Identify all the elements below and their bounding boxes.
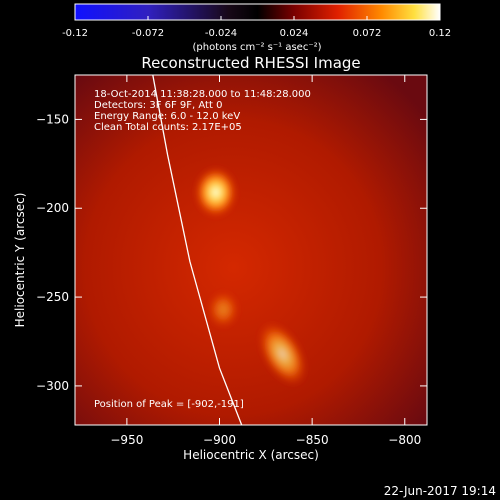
x-tick-label: −950 — [110, 433, 143, 447]
observation-info: 18-Oct-2014 11:38:28.000 to 11:48:28.000… — [94, 89, 311, 133]
y-tick-label: −300 — [36, 379, 69, 393]
colorbar-tick-label: -0.072 — [132, 28, 164, 39]
xray-source — [206, 289, 241, 330]
colorbar-tick-label: 0.072 — [353, 28, 382, 39]
x-axis-label: Heliocentric X (arcsec) — [183, 448, 319, 462]
plot-timestamp: 22-Jun-2017 19:14 — [384, 484, 496, 498]
colorbar-tick-label: 0.12 — [429, 28, 451, 39]
colorbar-ticks: -0.12 -0.072 -0.024 0.024 0.072 0.12 — [62, 16, 451, 39]
chart-title: Reconstructed RHESSI Image — [141, 54, 360, 72]
y-axis-label: Heliocentric Y (arcsec) — [13, 193, 27, 328]
colorbar-tick-label: -0.024 — [205, 28, 237, 39]
info-line: Clean Total counts: 2.17E+05 — [94, 122, 242, 133]
axis-ticks: −950 −900 −850 −800 −150 −200 −250 −300 — [36, 75, 427, 447]
peak-position-text: Position of Peak = [-902,-191] — [94, 399, 244, 410]
info-line: 18-Oct-2014 11:38:28.000 to 11:48:28.000 — [94, 89, 311, 100]
xray-source — [193, 166, 238, 219]
y-tick-label: −150 — [36, 112, 69, 126]
plot-frame — [74, 74, 428, 426]
info-line: Detectors: 3F 6F 9F, Att 0 — [94, 100, 222, 111]
y-tick-label: −250 — [36, 290, 69, 304]
colorbar — [74, 3, 441, 21]
info-line: Energy Range: 6.0 - 12.0 keV — [94, 111, 240, 122]
colorbar-tick-label: -0.12 — [62, 28, 88, 39]
solar-limb-curve — [152, 75, 243, 425]
x-tick-label: −850 — [296, 433, 329, 447]
colorbar-label: (photons cm⁻² s⁻¹ asec⁻²) — [192, 42, 321, 53]
x-tick-label: −800 — [388, 433, 421, 447]
xray-source — [257, 321, 308, 387]
colorbar-tick-label: 0.024 — [280, 28, 309, 39]
y-tick-label: −200 — [36, 201, 69, 215]
plot-image — [75, 75, 427, 425]
x-tick-label: −900 — [203, 433, 236, 447]
